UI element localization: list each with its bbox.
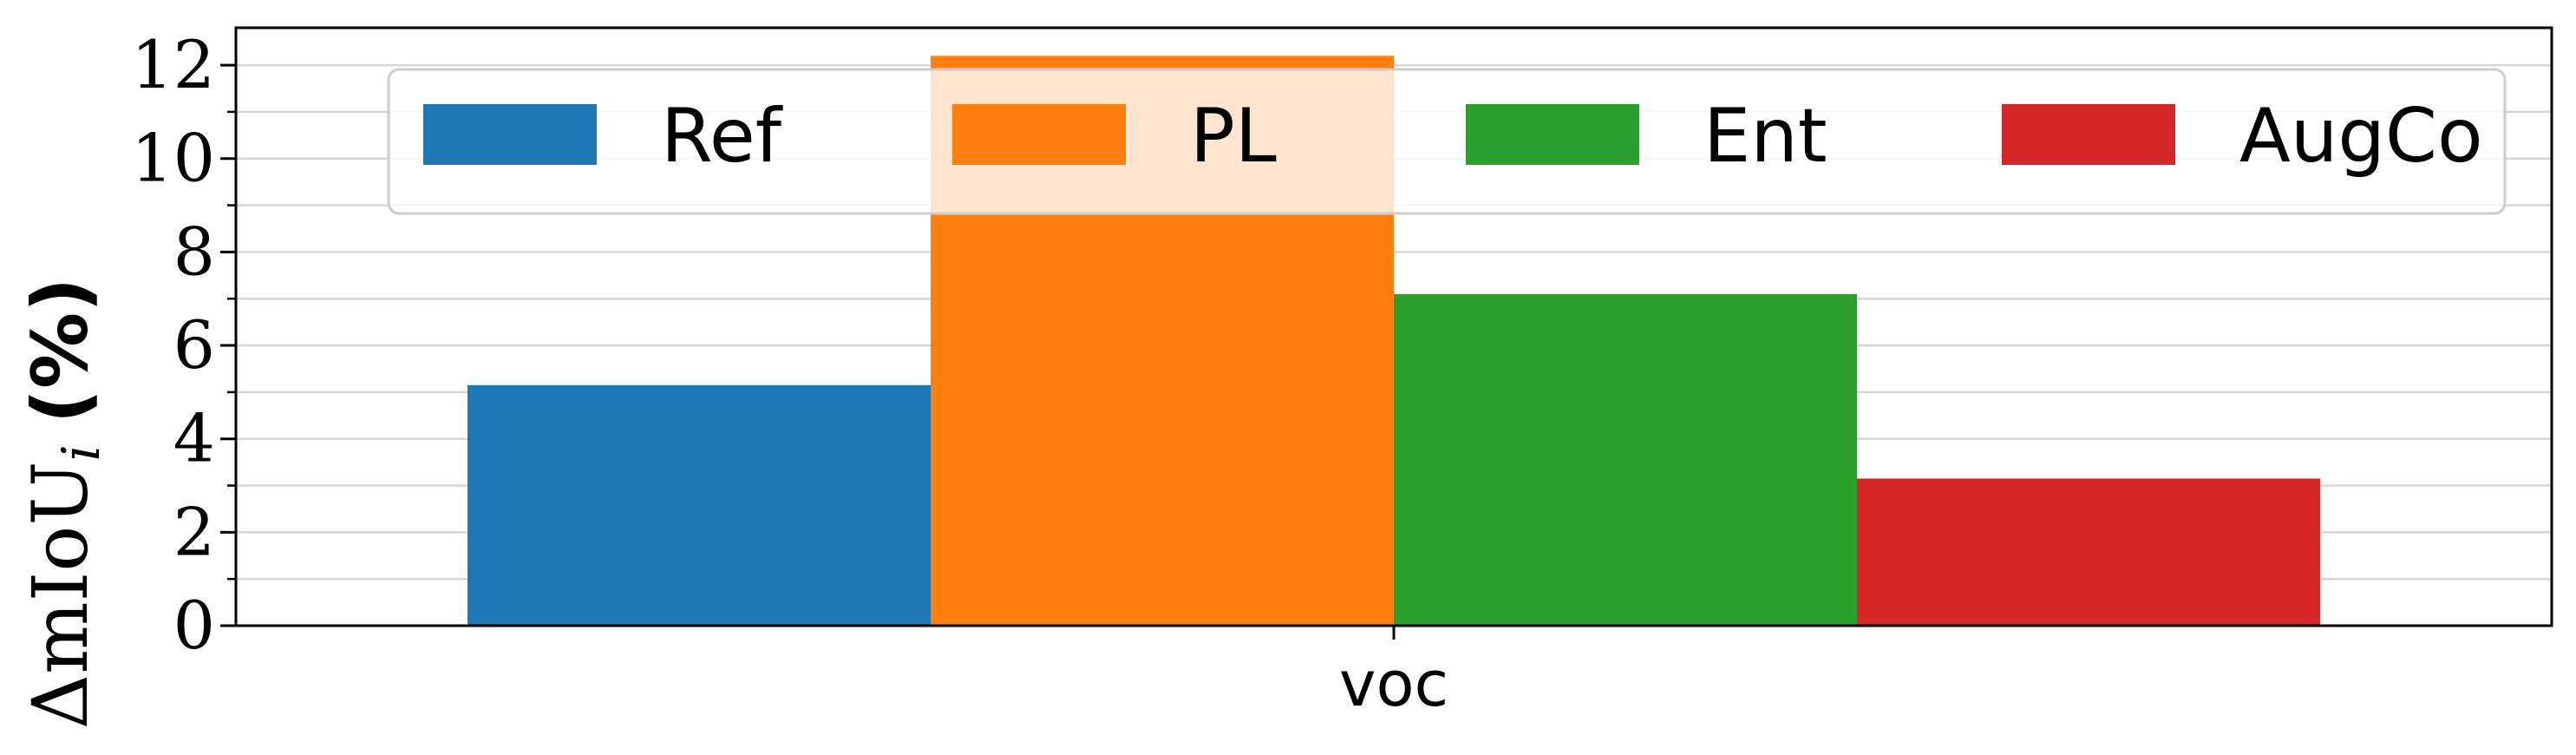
legend-label-ref: Ref	[661, 93, 783, 180]
y-tick-label: 10	[131, 120, 215, 197]
legend-swatch-ref	[423, 104, 597, 165]
legend-label-pl: PL	[1190, 93, 1277, 180]
y-tick-label: 4	[173, 400, 215, 477]
legend-swatch-pl	[952, 104, 1126, 165]
x-tick-label: voc	[1339, 647, 1448, 720]
y-axis-label: ΔmIoUi (%)	[16, 278, 112, 730]
y-tick-label: 6	[173, 306, 215, 384]
y-axis: 0 2 4 6 8 10 12	[131, 26, 236, 664]
y-tick-label: 12	[131, 26, 215, 103]
bar-augco	[1857, 478, 2320, 626]
legend-label-augco: AugCo	[2239, 93, 2483, 180]
y-tick-label: 0	[173, 587, 215, 664]
legend-swatch-ent	[1466, 104, 1639, 165]
legend-box	[387, 68, 2507, 215]
bar-ref	[467, 384, 931, 626]
y-axis-label-subscript: i	[51, 444, 112, 461]
bar-ent	[1394, 293, 1857, 626]
y-axis-label-main: ΔmIoU	[16, 461, 105, 729]
bars	[467, 56, 2320, 626]
y-axis-label-unit: (%)	[16, 278, 105, 424]
legend: Ref PL Ent AugCo	[387, 68, 2507, 215]
legend-swatch-augco	[2002, 104, 2175, 165]
y-tick-label: 8	[173, 213, 215, 290]
y-tick-label: 2	[173, 493, 215, 570]
legend-label-ent: Ent	[1703, 93, 1827, 180]
svg-text:ΔmIoUi(%): ΔmIoUi (%)	[16, 278, 112, 730]
x-axis: voc	[1339, 626, 1448, 720]
